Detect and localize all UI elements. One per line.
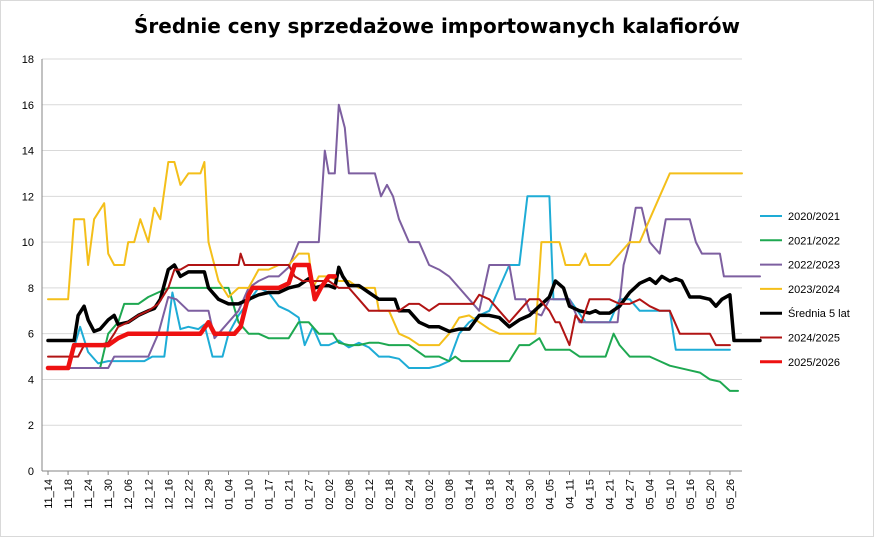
y-tick-label: 2 [28,420,34,432]
y-tick-label: 10 [22,237,34,249]
legend-label: 2021/2022 [788,235,840,247]
x-tick-label: 02_02 [324,479,336,510]
series-line-4 [46,263,762,343]
x-tick-label: 05_20 [705,479,717,510]
y-tick-label: 6 [28,329,34,341]
x-tick-label: 03_02 [424,479,436,510]
x-tick-label: 03_08 [444,479,456,510]
x-tick-label: 01_17 [264,479,276,510]
x-tick-label: 01_10 [244,479,256,510]
x-tick-label: 03_24 [504,479,516,510]
series-line-6 [45,262,338,371]
series-line-2 [47,103,761,369]
legend-label: 2023/2024 [788,284,840,296]
x-tick-label: 05_16 [685,479,697,510]
chart-title: Średnie ceny sprzedażowe importowanych k… [134,14,740,38]
y-tick-label: 14 [22,146,34,158]
x-tick-label: 02_12 [364,479,376,510]
legend-label: 2022/2023 [788,260,840,272]
x-tick-label: 12_12 [143,479,155,510]
x-tick-label: 02_08 [344,479,356,510]
x-tick-label: 05_10 [665,479,677,510]
x-tick-label: 01_21 [284,479,296,510]
x-tick-label: 04_27 [625,479,637,510]
x-tick-label: 04_11 [564,479,576,509]
x-tick-label: 01_04 [224,479,236,510]
x-tick-label: 11_30 [103,479,115,509]
series-line-3 [47,161,743,347]
x-tick-label: 11_24 [83,479,95,509]
x-tick-label: 02_18 [384,479,396,510]
y-tick-label: 0 [28,466,34,478]
legend-label: 2025/2026 [788,357,840,369]
x-tick-label: 03_30 [524,479,536,510]
x-tick-label: 04_21 [605,479,617,510]
series-line-1 [47,286,739,392]
x-tick-label: 11_14 [43,479,55,509]
legend-label: Średnia 5 lat [788,307,850,320]
x-tick-label: 02_24 [404,479,416,510]
x-tick-label: 12_06 [123,479,135,510]
legend-label: 2020/2021 [788,211,840,223]
x-tick-label: 12_22 [183,479,195,510]
x-tick-label: 05_26 [725,479,737,510]
x-tick-label: 04_15 [585,479,597,510]
y-tick-label: 12 [22,191,34,203]
legend-label: 2024/2025 [788,333,840,345]
x-tick-label: 01_27 [304,479,316,510]
series-line-0 [47,195,731,369]
y-tick-label: 18 [22,54,34,66]
x-tick-label: 12_29 [203,479,215,510]
x-tick-label: 12_16 [163,479,175,510]
y-tick-label: 4 [28,374,34,386]
y-tick-label: 8 [28,283,34,295]
x-tick-label: 05_04 [645,479,657,510]
y-tick-label: 16 [22,100,34,112]
x-tick-label: 04_05 [544,479,556,510]
series-line-5 [47,252,731,358]
x-tick-label: 11_18 [63,479,75,509]
x-tick-label: 03_18 [484,479,496,510]
x-tick-label: 03_14 [464,479,476,510]
